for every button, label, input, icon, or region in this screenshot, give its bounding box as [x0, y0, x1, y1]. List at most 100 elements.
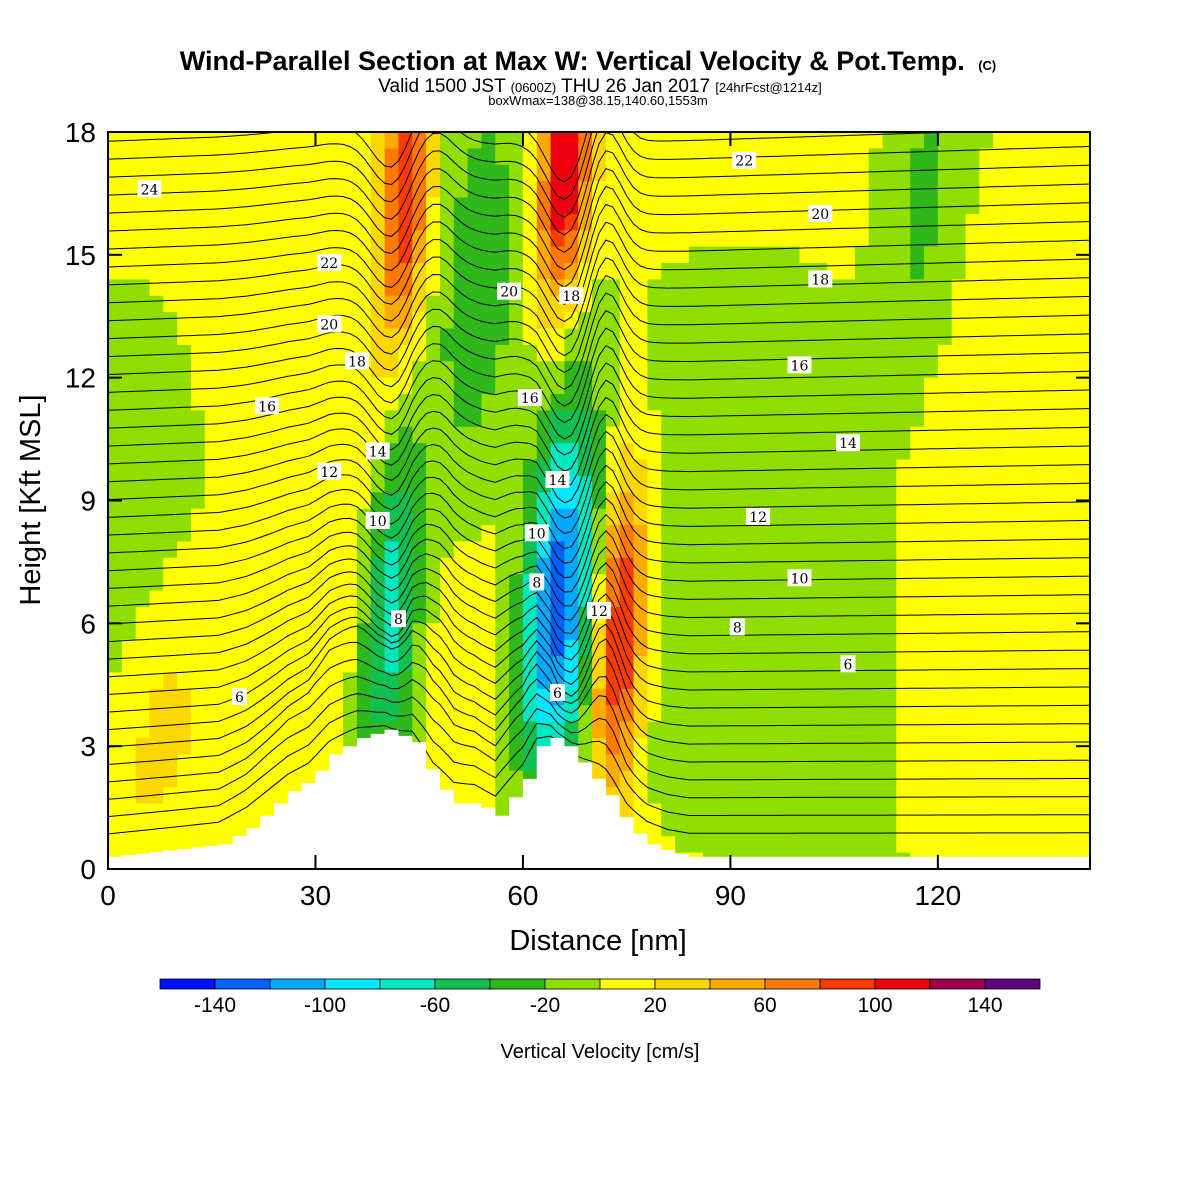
- w-cell: [993, 705, 1008, 723]
- w-cell: [1048, 803, 1063, 821]
- w-cell: [564, 132, 579, 149]
- w-cell: [204, 508, 220, 526]
- w-cell: [578, 132, 593, 149]
- w-cell: [647, 508, 662, 526]
- w-cell: [716, 279, 731, 297]
- w-cell: [979, 148, 994, 166]
- w-cell: [343, 656, 358, 674]
- w-cell: [827, 672, 842, 690]
- w-cell: [301, 688, 317, 706]
- w-cell: [398, 557, 413, 575]
- w-cell: [937, 508, 953, 526]
- w-cell: [121, 263, 137, 280]
- w-cell: [661, 525, 676, 543]
- w-cell: [661, 623, 676, 641]
- w-cell: [495, 312, 510, 330]
- w-cell: [246, 541, 261, 559]
- w-cell: [564, 525, 579, 543]
- w-cell: [453, 164, 469, 182]
- w-cell: [799, 377, 814, 395]
- w-cell: [467, 377, 483, 395]
- w-cell: [495, 230, 510, 248]
- w-cell: [882, 639, 897, 657]
- w-cell: [730, 803, 745, 821]
- w-cell: [1076, 475, 1090, 493]
- w-cell: [190, 426, 206, 444]
- w-cell: [1020, 443, 1036, 461]
- w-cell: [965, 639, 980, 657]
- w-cell: [744, 574, 759, 592]
- w-cell: [370, 705, 386, 723]
- w-cell: [730, 344, 745, 362]
- w-cell: [495, 164, 510, 182]
- w-cell: [204, 557, 220, 575]
- w-cell: [273, 279, 289, 297]
- w-cell: [1048, 197, 1063, 215]
- w-cell: [1062, 148, 1077, 166]
- w-cell: [854, 688, 870, 706]
- w-cell: [799, 737, 814, 755]
- w-cell: [827, 295, 842, 313]
- w-cell: [896, 590, 911, 608]
- contour-label: 18: [345, 352, 369, 370]
- w-cell: [287, 623, 303, 641]
- theta-contour: [108, 546, 1090, 625]
- w-cell: [661, 148, 676, 166]
- w-cell: [827, 525, 842, 543]
- y-tick-label: 3: [80, 731, 96, 762]
- w-cell: [287, 410, 303, 428]
- w-cell: [564, 344, 579, 362]
- w-cell: [1062, 443, 1077, 461]
- w-cell: [218, 623, 234, 641]
- w-cell: [924, 410, 939, 428]
- w-cell: [592, 754, 607, 772]
- theta-contour: [108, 257, 1090, 357]
- w-cell: [522, 443, 538, 461]
- w-cell: [758, 279, 773, 297]
- w-cell: [993, 394, 1008, 412]
- w-cell: [481, 508, 496, 526]
- w-cell: [827, 705, 842, 723]
- w-cell: [813, 656, 828, 674]
- w-cell: [453, 246, 469, 264]
- w-cell: [951, 344, 967, 362]
- w-cell: [1048, 246, 1063, 264]
- w-cell: [771, 230, 787, 248]
- w-cell: [260, 230, 275, 248]
- w-cell: [509, 312, 524, 330]
- w-cell: [979, 246, 994, 264]
- w-cell: [260, 590, 275, 608]
- w-cell: [910, 295, 925, 313]
- w-cell: [1007, 541, 1022, 559]
- w-cell: [1076, 721, 1090, 739]
- w-cell: [108, 197, 123, 215]
- w-cell: [287, 475, 303, 493]
- w-cell: [384, 246, 400, 264]
- w-cell: [356, 181, 372, 199]
- w-cell: [1034, 639, 1050, 657]
- w-cell: [924, 279, 939, 297]
- w-cell: [453, 181, 469, 199]
- w-cell: [937, 197, 953, 215]
- w-cell: [758, 656, 773, 674]
- w-cell: [896, 361, 911, 379]
- w-cell: [177, 508, 192, 526]
- w-cell: [771, 803, 787, 821]
- contour-label-text: 8: [394, 612, 403, 628]
- w-cell: [232, 770, 247, 788]
- w-cell: [661, 688, 676, 706]
- w-cell: [813, 803, 828, 821]
- w-cell: [827, 394, 842, 412]
- w-cell: [924, 132, 939, 149]
- w-cell: [854, 328, 870, 346]
- w-cell: [675, 246, 690, 264]
- w-cell: [218, 639, 234, 657]
- w-cell: [882, 312, 897, 330]
- w-cell: [868, 377, 884, 395]
- w-cell: [578, 213, 593, 231]
- w-cell: [315, 230, 330, 248]
- w-cell: [108, 181, 123, 199]
- w-cell: [121, 246, 137, 264]
- w-cell: [868, 295, 884, 313]
- w-cell: [854, 639, 870, 657]
